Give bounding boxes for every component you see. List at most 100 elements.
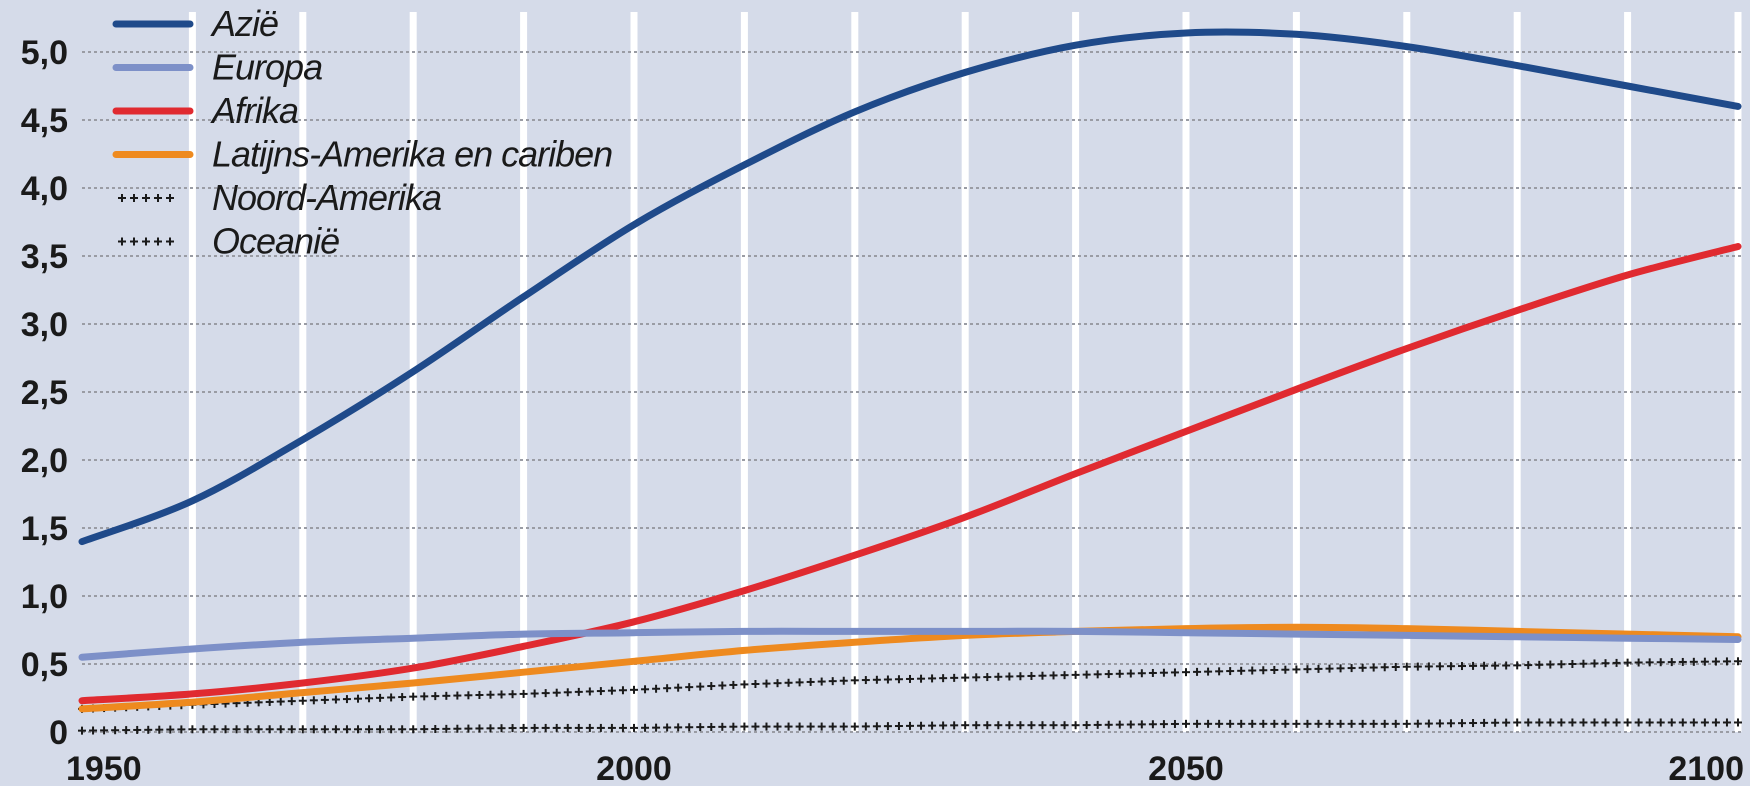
data-point — [917, 721, 926, 730]
legend-label-afrika: Afrika — [210, 90, 298, 131]
data-point — [1656, 658, 1665, 667]
data-point — [1380, 663, 1389, 672]
data-point — [1292, 719, 1301, 728]
data-point — [718, 722, 727, 731]
data-point — [133, 725, 142, 734]
data-point — [486, 724, 495, 733]
data-point — [1469, 719, 1478, 728]
data-point — [166, 725, 175, 734]
data-point — [950, 673, 959, 682]
legend-swatch-cross — [154, 194, 162, 202]
data-point — [1645, 718, 1654, 727]
data-point — [630, 723, 638, 732]
data-point — [376, 693, 385, 702]
data-point — [828, 722, 837, 731]
data-point — [1126, 720, 1135, 729]
legend-label-azie: Azië — [210, 3, 278, 44]
data-point — [950, 721, 959, 730]
data-point — [1568, 660, 1577, 668]
data-point — [1314, 719, 1323, 728]
data-point — [398, 725, 407, 734]
data-point — [320, 695, 329, 704]
data-point — [1082, 721, 1091, 730]
data-point — [906, 674, 914, 683]
data-point — [652, 723, 661, 732]
data-point — [906, 721, 914, 730]
data-point — [475, 691, 484, 700]
data-point — [1182, 668, 1190, 677]
data-point — [1623, 718, 1632, 727]
data-point — [287, 697, 296, 706]
data-point — [177, 725, 186, 734]
data-point — [894, 722, 903, 731]
data-point — [1601, 659, 1610, 668]
legend-swatch-oceanie — [118, 237, 174, 246]
data-point — [265, 725, 274, 734]
data-point — [1104, 670, 1113, 679]
data-point — [1446, 719, 1455, 728]
data-point — [508, 724, 517, 733]
data-point — [188, 725, 197, 734]
data-point — [883, 675, 892, 684]
data-point — [1303, 719, 1312, 728]
data-point — [563, 688, 572, 697]
data-point — [928, 721, 937, 730]
data-point — [442, 691, 451, 700]
data-point — [309, 725, 318, 734]
data-point — [376, 725, 385, 734]
data-point — [685, 683, 694, 692]
data-point — [1557, 660, 1566, 669]
data-point — [939, 721, 948, 730]
data-point — [795, 722, 804, 731]
data-point — [1248, 719, 1257, 728]
data-point — [1667, 658, 1676, 667]
x-tick-label: 2000 — [596, 750, 672, 786]
data-point — [1281, 719, 1290, 728]
data-point — [1270, 665, 1279, 674]
data-point — [1016, 721, 1025, 730]
data-point — [585, 723, 594, 732]
legend-swatch-cross — [130, 237, 138, 246]
data-point — [641, 723, 650, 732]
data-point — [1358, 663, 1367, 672]
data-point — [872, 722, 881, 731]
data-point — [1722, 718, 1731, 727]
data-point — [939, 674, 948, 683]
data-point — [696, 723, 705, 732]
data-point — [1137, 720, 1146, 729]
data-point — [1623, 658, 1632, 667]
data-point — [1380, 719, 1389, 728]
data-point — [464, 724, 473, 733]
data-point — [839, 722, 848, 731]
data-point — [994, 672, 1003, 681]
data-point — [1248, 666, 1257, 675]
data-point — [773, 679, 782, 688]
data-point — [1215, 719, 1224, 728]
data-point — [78, 726, 86, 735]
data-point — [1369, 663, 1378, 672]
data-point — [1513, 718, 1522, 727]
data-point — [1402, 662, 1411, 671]
data-point — [961, 673, 970, 682]
data-point — [1535, 718, 1544, 727]
data-point — [762, 722, 771, 731]
data-point — [1435, 662, 1444, 671]
data-point — [309, 696, 318, 705]
data-point — [674, 723, 683, 732]
data-point — [1480, 661, 1489, 670]
data-point — [740, 680, 749, 689]
data-point — [1005, 672, 1014, 681]
data-point — [420, 725, 429, 734]
data-point — [894, 675, 903, 684]
data-point — [1358, 719, 1367, 728]
data-point — [773, 722, 782, 731]
data-point — [1579, 718, 1588, 727]
data-point — [1700, 718, 1709, 727]
data-point — [1656, 718, 1665, 727]
data-point — [1060, 671, 1069, 680]
data-point — [828, 677, 837, 686]
data-point — [1590, 718, 1599, 727]
data-point — [475, 724, 484, 733]
data-point — [1170, 668, 1179, 677]
series-line-azie — [78, 28, 1742, 546]
